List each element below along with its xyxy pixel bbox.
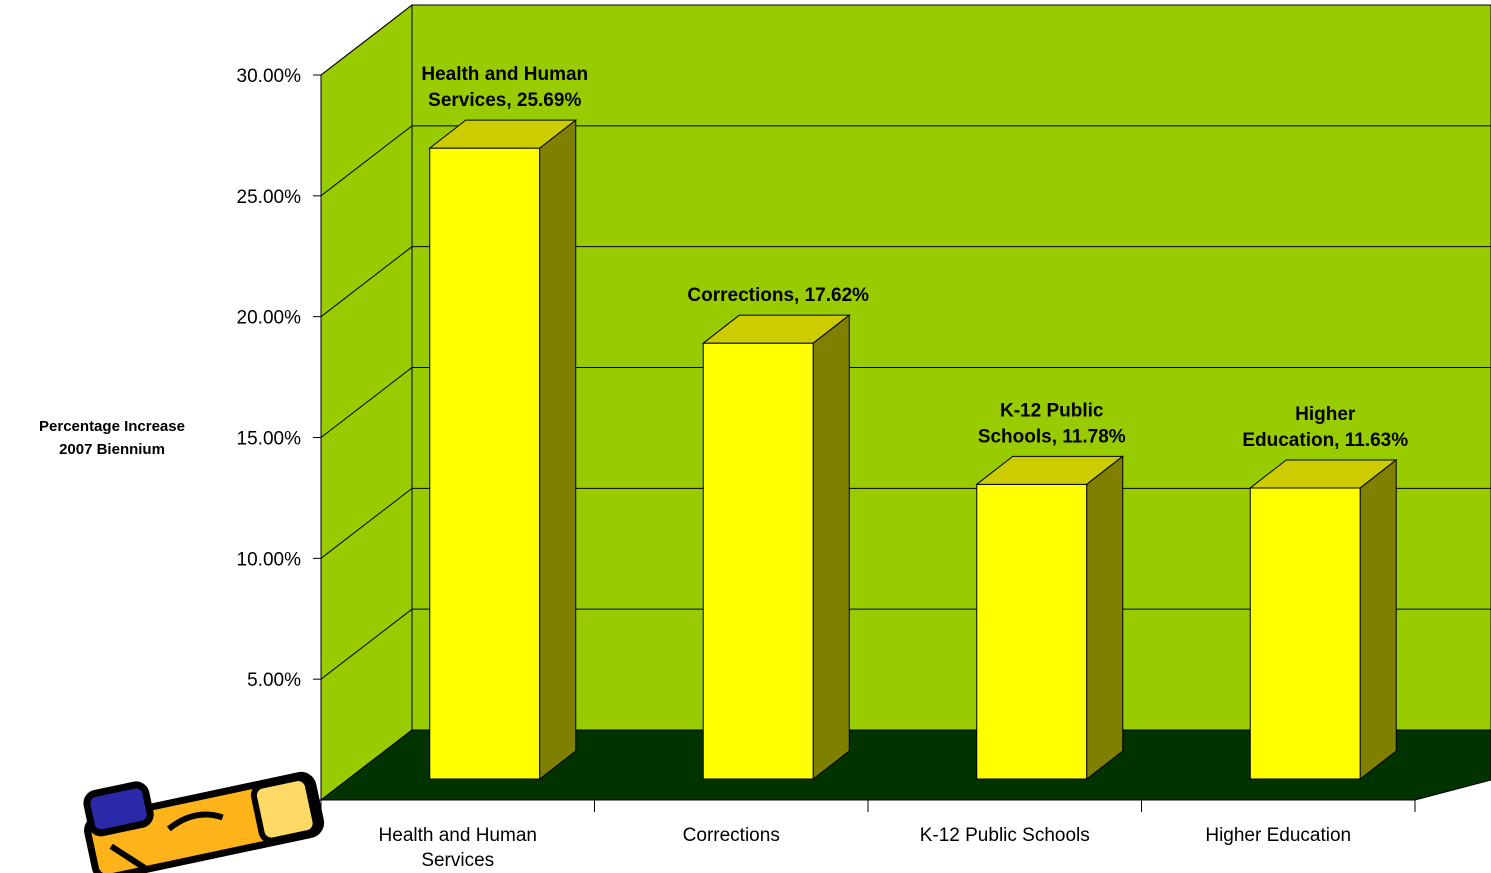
x-category-label: Corrections [683,825,780,846]
gridline [320,4,1491,76]
gridline [320,487,1491,559]
y-tick-label: 15.00% [237,429,302,450]
bar-side [539,119,577,781]
data-label: Schools, 11.78% [978,426,1126,447]
bar-side [812,314,850,781]
data-label: Education, 11.63% [1242,430,1408,451]
data-label: Higher [1295,404,1356,425]
y-tick-label: 20.00% [237,308,302,329]
bar-front [976,483,1088,780]
data-label: Corrections, 17.62% [687,285,869,306]
pencil-clipart [83,771,325,873]
bar-front [429,147,541,780]
data-label: Services, 25.69% [428,90,581,111]
labels: 0.00%5.00%10.00%15.00%20.00%25.00%30.00%… [39,64,1408,871]
gridline [320,246,1491,318]
axes [313,74,1416,812]
gridline [320,608,1491,680]
y-tick-label: 30.00% [237,66,302,87]
bars [428,119,1398,781]
y-axis-title: Percentage Increase [39,418,185,435]
x-category-label: Higher Education [1205,825,1351,846]
y-tick-label: 5.00% [247,670,301,691]
bar-side [1359,458,1397,781]
x-category-label: Health and Human [379,825,537,846]
data-label: Health and Human [421,64,588,85]
y-tick-label: 10.00% [237,549,302,570]
gridlines [320,4,1491,680]
data-label: K-12 Public [1000,400,1104,421]
y-tick-label: 25.00% [237,187,302,208]
gridline [320,367,1491,438]
x-category-label: Services [421,850,494,871]
gridline [320,125,1491,197]
y-axis-title: 2007 Biennium [59,441,165,458]
bar-front [702,342,814,780]
bar-front [1249,487,1361,780]
x-category-label: K-12 Public Schools [920,825,1090,846]
bar-side [1086,455,1124,781]
